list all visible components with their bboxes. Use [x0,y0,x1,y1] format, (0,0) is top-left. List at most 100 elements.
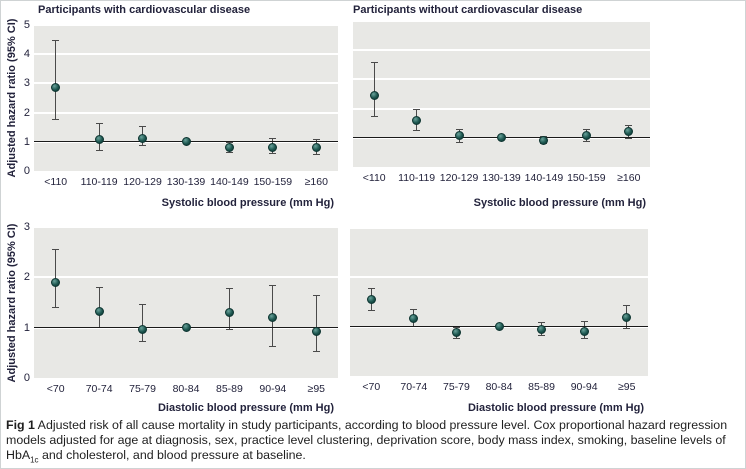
error-bar-cap-top [580,321,588,323]
y-tick-label: 1 [23,321,30,334]
x-tick-label: 80-84 [172,383,200,395]
data-point [51,83,61,93]
error-bar-cap-top [582,129,590,131]
x-tick-label: 70-74 [85,383,113,395]
x-tick-label: 150-159 [567,172,606,184]
grid-line [353,78,650,81]
x-tick-label: 85-89 [528,381,555,393]
x-tick-label: 120-129 [439,172,479,184]
error-bar-cap-top [312,294,320,296]
error-bar-cap-top [95,287,103,289]
data-point [311,143,321,153]
data-point [579,326,589,336]
data-point [94,307,104,317]
error-bar-cap-bottom [455,142,463,144]
x-tick-label: 110-119 [398,172,436,184]
error-bar-cap-top [269,138,277,140]
x-tick-label: ≥95 [307,383,326,395]
data-point [581,130,591,140]
data-point [224,143,234,153]
data-point [94,135,104,145]
data-point [454,130,464,140]
error-bar-cap-top [625,124,633,126]
x-tick-label: 130-139 [166,176,206,188]
x-tick-label: 110-119 [80,176,118,188]
error-bar-cap-top [455,129,463,131]
y-axis-label-bottom: Adjusted hazard ratio (95% CI) [6,223,18,383]
x-tick-label: 70-74 [400,381,428,393]
error-bar-cap-bottom [139,340,147,342]
data-point [497,133,506,143]
x-tick-label: 75-79 [129,383,156,395]
error-bar-cap-bottom [139,145,147,147]
panel-top-left [34,24,338,171]
data-point [451,328,461,338]
data-point [539,136,549,146]
panel-top-right [353,20,650,167]
data-point [268,142,278,152]
error-bar-cap-bottom [625,138,633,140]
x-tick-label: 140-149 [524,172,564,184]
y-axis-label-top: Adjusted hazard ratio (95% CI) [6,18,18,178]
figure-caption-text: Adjusted risk of all cause mortality in … [6,418,728,463]
error-bar-cap-bottom [312,153,320,155]
error-bar-cap-top [623,304,631,306]
error-bar [142,304,144,342]
error-bar-cap-bottom [52,118,60,120]
y-tick-label: 2 [23,106,30,119]
x-tick-label: 120-129 [123,176,162,188]
x-tick-label: 90-94 [570,381,598,393]
error-bar-cap-top [312,138,320,140]
x-axis-label-systolic-left: Systolic blood pressure (mm Hg) [161,197,334,209]
error-bar-cap-bottom [413,129,421,131]
error-bar-cap-bottom [52,306,60,308]
x-tick-label: <110 [44,176,68,188]
figure-caption-text-end: and cholesterol, and blood pressure at b… [38,448,306,463]
error-bar-cap-top [367,288,375,290]
panel-title-with-cvd: Participants with cardiovascular disease [38,4,251,16]
error-bar-cap-bottom [367,309,375,311]
data-point [181,323,191,333]
error-bar-cap-bottom [623,327,631,329]
y-tick-label: 2 [23,271,30,284]
error-bar [373,61,375,118]
grid-line [353,107,650,110]
error-bar-cap-bottom [452,337,460,339]
y-tick-label: 0 [23,372,30,384]
data-point [224,308,234,318]
x-axis-label-diastolic-right: Diastolic blood pressure (mm Hg) [467,402,644,414]
x-tick-label: ≥160 [617,172,641,184]
error-bar-cap-bottom [312,350,320,352]
error-bar-cap-top [139,304,147,305]
x-tick-label: <110 [362,172,386,184]
data-point [409,313,419,323]
x-tick-label: 85-89 [215,383,243,395]
error-bar-cap-top [452,326,460,328]
grid-line [350,227,648,229]
error-bar-cap-bottom [269,153,277,155]
grid-line [34,82,338,85]
error-bar-cap-top [413,108,421,110]
y-tick-label: 5 [23,19,30,31]
data-point [138,324,148,334]
x-tick-label: 80-84 [485,381,513,393]
data-point [311,327,321,337]
grid-line [34,24,338,26]
x-tick-label: 150-159 [253,176,293,188]
error-bar-cap-bottom [580,338,588,340]
data-point [369,90,379,100]
x-tick-label: 90-94 [259,383,287,395]
x-tick-label: ≥95 [617,381,636,393]
data-point [138,133,148,143]
y-tick-label: 0 [23,165,30,177]
x-tick-label: 140-149 [210,176,249,188]
error-bar-cap-bottom [582,141,590,143]
grid-line [34,111,338,114]
error-bar-cap-top [139,125,147,127]
error-bar-cap-top [52,39,60,41]
x-tick-label: ≥160 [304,176,328,188]
data-point [268,312,278,322]
error-bar-cap-bottom [269,345,277,347]
y-tick-label: 4 [23,48,30,61]
error-bar-cap-bottom [538,335,546,337]
